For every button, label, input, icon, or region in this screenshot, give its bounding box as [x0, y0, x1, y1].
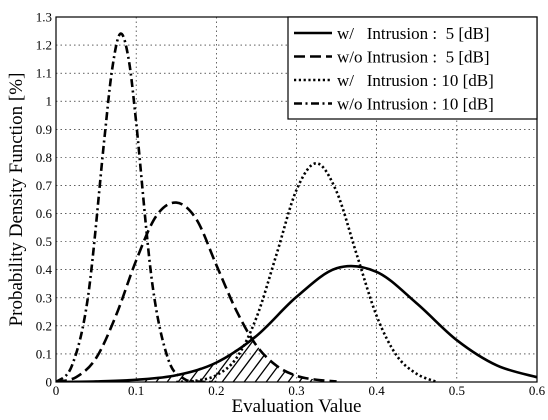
legend-label: w/o Intrusion : 5 [dB]	[337, 48, 490, 67]
legend-item-wo-intrusion-5db: w/o Intrusion : 5 [dB]	[294, 48, 490, 67]
x-tick-label: 0.2	[208, 383, 224, 398]
x-tick-labels: 0 0.1 0.2 0.3 0.4 0.5 0.6	[53, 383, 546, 398]
series-lines	[56, 32, 537, 382]
legend-item-w-intrusion-10db: w/ Intrusion : 10 [dB]	[294, 71, 494, 90]
y-axis-title: Probability Density Function [%]	[6, 73, 27, 327]
x-axis-title: Evaluation Value	[232, 396, 362, 417]
y-tick-label: 0.9	[36, 122, 52, 137]
y-tick-label: 0.1	[36, 346, 52, 361]
x-tick-label: 0.3	[288, 383, 304, 398]
y-tick-label: 1	[46, 94, 53, 109]
y-tick-label: 0.2	[36, 318, 52, 333]
y-tick-label: 0.7	[36, 178, 53, 193]
series-wo-intrusion-5db-line	[56, 201, 337, 382]
y-tick-label: 1.2	[36, 38, 52, 53]
y-tick-labels: 0 0.1 0.2 0.3 0.4 0.5 0.6 0.7 0.8 0.9 1 1.1 1.2 1.3	[36, 10, 53, 390]
series-w-intrusion-5db-line	[56, 264, 537, 382]
legend: w/ Intrusion : 5 [dB] w/o Intrusion : 5 […	[287, 16, 538, 120]
legend-item-w-intrusion-5db: w/ Intrusion : 5 [dB]	[294, 24, 490, 43]
y-tick-label: 1.1	[36, 66, 52, 81]
legend-label: w/o Intrusion : 10 [dB]	[337, 95, 494, 114]
x-tick-label: 0	[53, 383, 60, 398]
y-tick-label: 0.3	[36, 290, 52, 305]
y-tick-label: 1.3	[36, 10, 52, 25]
legend-label: w/ Intrusion : 10 [dB]	[337, 71, 494, 90]
series-wo-intrusion-10db-line	[56, 32, 217, 382]
x-tick-label: 0.6	[529, 383, 546, 398]
x-tick-label: 0.5	[449, 383, 465, 398]
y-tick-label: 0.8	[36, 150, 52, 165]
x-tick-label: 0.4	[369, 383, 386, 398]
y-tick-label: 0	[46, 375, 53, 390]
legend-item-wo-intrusion-10db: w/o Intrusion : 10 [dB]	[294, 95, 494, 114]
legend-label: w/ Intrusion : 5 [dB]	[337, 24, 490, 43]
x-tick-label: 0.1	[128, 383, 144, 398]
y-tick-label: 0.4	[36, 262, 53, 277]
series-w-intrusion-10db-line	[176, 161, 438, 382]
y-tick-label: 0.6	[36, 206, 53, 221]
y-tick-label: 0.5	[36, 234, 52, 249]
